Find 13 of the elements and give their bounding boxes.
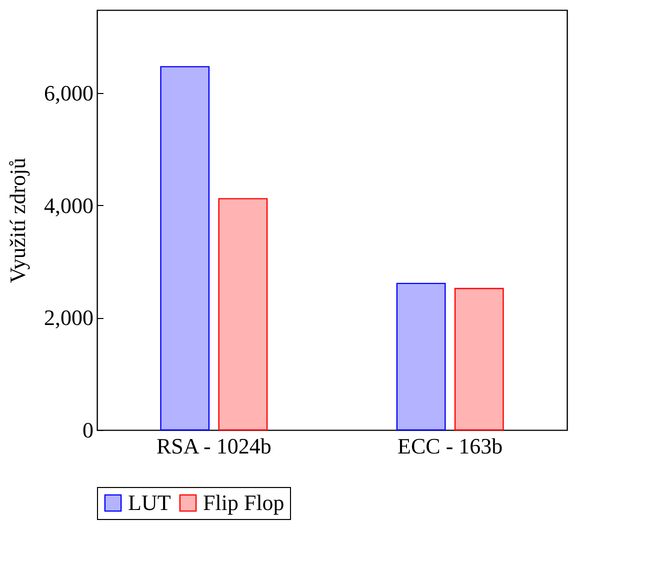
legend-label: Flip Flop [203, 490, 284, 515]
y-axis-title: Využití zdrojů [5, 158, 30, 284]
y-tick-label: 0 [82, 418, 94, 442]
bar [454, 288, 504, 431]
bar [396, 282, 446, 431]
y-tick-label: 6,000 [44, 80, 94, 106]
bar [160, 66, 210, 431]
bar [218, 198, 268, 431]
legend-label: LUT [128, 490, 172, 515]
y-tick-label: 4,000 [44, 192, 94, 218]
x-tick-label: ECC - 163b [398, 434, 503, 458]
x-tick-label: RSA - 1024b [156, 434, 272, 458]
y-tick-label: 2,000 [44, 305, 94, 330]
